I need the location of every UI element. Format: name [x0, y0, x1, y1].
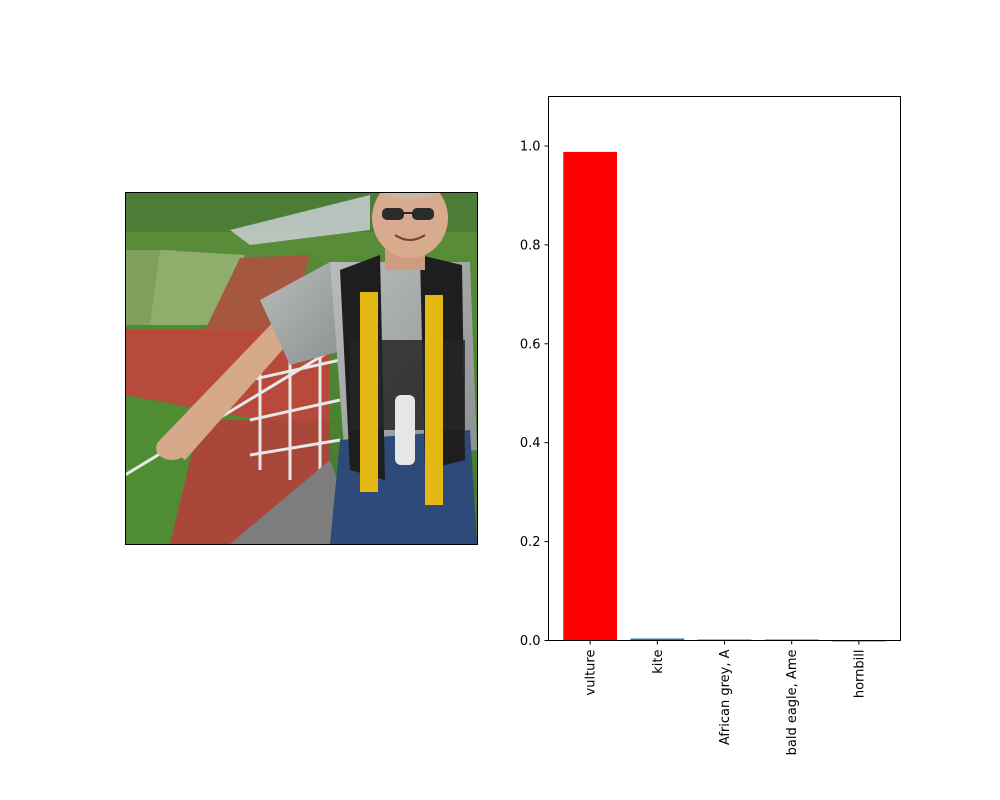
y-tick-label: 0.2	[520, 535, 541, 550]
x-tick-label: vulture	[584, 650, 599, 696]
bar-kite	[630, 638, 685, 641]
x-tick-label: bald eagle, Ame	[785, 650, 800, 756]
plot-area-frame	[548, 96, 901, 641]
y-tick-label: 0.6	[520, 337, 541, 352]
bar-vulture	[563, 151, 618, 641]
input-photo	[125, 192, 477, 544]
y-tick-label: 0.0	[520, 634, 541, 649]
photo-frame	[125, 192, 478, 545]
x-tick-label: kite	[651, 650, 666, 674]
y-axis: 0.0 0.2 0.4 0.6 0.8 1.0	[520, 139, 549, 649]
bars-group	[563, 151, 886, 642]
x-tick-label: hornbill	[852, 650, 867, 699]
x-tick-label: African grey, A	[718, 649, 733, 745]
y-tick-label: 1.0	[520, 139, 541, 154]
y-tick-label: 0.4	[520, 436, 541, 451]
x-axis: vulture kite African grey, A bald eagle, Am…	[584, 640, 867, 756]
y-tick-label: 0.8	[520, 238, 541, 253]
bar-chart: 0.0 0.2 0.4 0.6 0.8 1.0 vulture kite African gr…	[520, 96, 901, 756]
